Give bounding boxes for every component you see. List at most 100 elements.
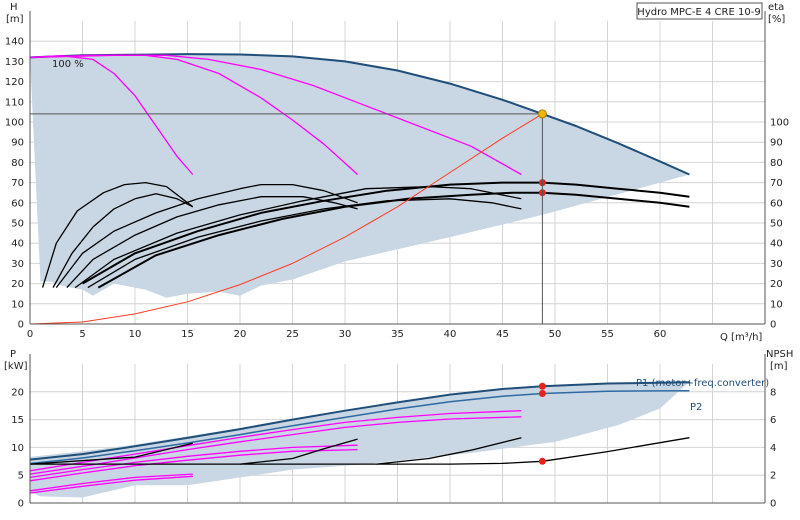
series-line-npsh-reduced-9 — [29, 442, 193, 465]
y-right-tick-label: 90 — [770, 138, 783, 149]
y-left-tick-label: 0 — [18, 499, 24, 510]
y-right-tick-label: 0 — [770, 499, 776, 510]
y2-left-label: P — [10, 349, 16, 360]
annotation-100-percent: 100 % — [52, 59, 84, 70]
series-line-npsh-reduced-10 — [239, 438, 358, 465]
marker-point-2 — [538, 457, 546, 465]
y-right-tick-label: 50 — [770, 219, 783, 230]
y-right-tick-label: 0 — [770, 320, 776, 331]
operating-area — [30, 381, 690, 498]
power-ticks: 0 5 10 15 20 0 2 4 6 8 — [11, 387, 776, 509]
head-efficiency-panel: 0 5 10 15 20 25 30 35 40 45 50 55 60 0 10 20 30 40 50 60 70 8… — [5, 2, 789, 343]
series-line-power-reduced-4 — [29, 444, 358, 479]
y-right-tick-label: 80 — [770, 158, 783, 169]
power-area — [30, 381, 690, 498]
y-right-tick-label: 20 — [770, 279, 783, 290]
series-line-npsh-reduced-11 — [376, 437, 522, 465]
y-right-tick-label: 40 — [770, 239, 783, 250]
x-tick-label: 50 — [549, 329, 562, 340]
y2-right-label: NPSH — [766, 349, 793, 360]
y-left-tick-label: 10 — [11, 299, 24, 310]
marker-point-1 — [538, 389, 546, 397]
x-tick-label: 30 — [339, 329, 352, 340]
y-right-tick-label: 100 — [770, 118, 789, 129]
series-line-power-reduced-7 — [29, 416, 522, 475]
x-tick-label: 60 — [654, 329, 667, 340]
x-tick-label: 0 — [27, 329, 33, 340]
series-line-power-reduced-2 — [29, 473, 193, 492]
y-left-tick-label: 110 — [5, 97, 24, 108]
y-right-tick-label: 60 — [770, 198, 783, 209]
x-tick-label: 35 — [391, 329, 404, 340]
series-line-efficiency-max-bottom-11 — [97, 191, 690, 289]
y-left-label: H — [10, 2, 18, 13]
legend-p1: P1 (motor+freq.converter) — [636, 378, 769, 389]
head-axes — [29, 11, 766, 325]
x-tick-label: 10 — [129, 329, 142, 340]
y-left-tick-label: 140 — [5, 37, 24, 48]
series-line-efficiency-6 — [55, 183, 358, 288]
series-line-speed-head-3 — [29, 54, 522, 176]
x-tick-label: 20 — [234, 329, 247, 340]
y-right-tick-label: 70 — [770, 178, 783, 189]
x-tick-label: 45 — [496, 329, 509, 340]
power-axes — [29, 354, 766, 504]
y-left-tick-label: 100 — [5, 118, 24, 129]
series-line-power-reduced-5 — [29, 448, 358, 482]
x-tick-label: 15 — [181, 329, 194, 340]
x-tick-label: 25 — [286, 329, 299, 340]
head-markers — [30, 109, 547, 324]
y-right-unit: [%] — [768, 14, 785, 25]
power-markers — [538, 382, 546, 465]
y-left-tick-label: 90 — [11, 138, 24, 149]
head-series — [29, 53, 690, 325]
legend-p2: P2 — [690, 402, 702, 413]
y-left-tick-label: 10 — [11, 443, 24, 454]
series-line-efficiency-8 — [74, 185, 522, 289]
y-left-tick-label: 15 — [11, 415, 24, 426]
head-ticks: 0 5 10 15 20 25 30 35 40 45 50 55 60 0 10 20 30 40 50 60 70 8… — [5, 37, 789, 340]
y-left-tick-label: 120 — [5, 77, 24, 88]
y-right-tick-label: 6 — [770, 415, 776, 426]
y-left-tick-label: 70 — [11, 178, 24, 189]
x-tick-label: 5 — [79, 329, 85, 340]
y-left-tick-label: 80 — [11, 158, 24, 169]
y-right-tick-label: 4 — [770, 443, 776, 454]
series-line-efficiency-5 — [52, 193, 194, 288]
series-line-system-curve-12 — [29, 113, 543, 325]
y-right-label: eta — [768, 2, 784, 13]
y-left-tick-label: 50 — [11, 219, 24, 230]
series-line-max-head-0 — [29, 53, 690, 176]
y-left-unit: [m] — [6, 14, 24, 25]
power-series — [29, 381, 690, 494]
y-left-tick-label: 40 — [11, 239, 24, 250]
x-axis-label: Q [m³/h] — [720, 332, 762, 343]
y-left-tick-label: 5 — [18, 471, 24, 482]
y-right-tick-label: 30 — [770, 259, 783, 270]
y-right-tick-label: 10 — [770, 299, 783, 310]
y2-right-unit: [m] — [770, 361, 788, 372]
x-tick-label: 40 — [444, 329, 457, 340]
y-right-tick-label: 2 — [770, 471, 776, 482]
duty-point — [537, 109, 547, 119]
chart-title: Hydro MPC-E 4 CRE 10-9 — [637, 7, 760, 18]
y-left-tick-label: 30 — [11, 259, 24, 270]
operating-area — [30, 54, 690, 298]
y2-left-unit: [kW] — [4, 361, 28, 372]
y-right-tick-label: 8 — [770, 387, 776, 398]
power-npsh-panel: 0 5 10 15 20 0 2 4 6 8 P [kW] NPSH [m] P1 (motor+… — [4, 349, 793, 510]
y-left-tick-label: 130 — [5, 57, 24, 68]
y-left-tick-label: 60 — [11, 198, 24, 209]
series-line-power-reduced-3 — [29, 475, 193, 494]
marker-point-0 — [538, 382, 546, 390]
head-operating-area — [30, 54, 690, 298]
y-left-tick-label: 20 — [11, 279, 24, 290]
x-tick-label: 55 — [601, 329, 614, 340]
title-box — [636, 2, 763, 20]
series-line-efficiency-max-top-10 — [82, 181, 690, 285]
y-left-tick-label: 20 — [11, 387, 24, 398]
y-left-tick-label: 0 — [18, 320, 24, 331]
series-line-efficiency-4 — [41, 181, 194, 288]
series-line-efficiency-9 — [87, 198, 522, 289]
